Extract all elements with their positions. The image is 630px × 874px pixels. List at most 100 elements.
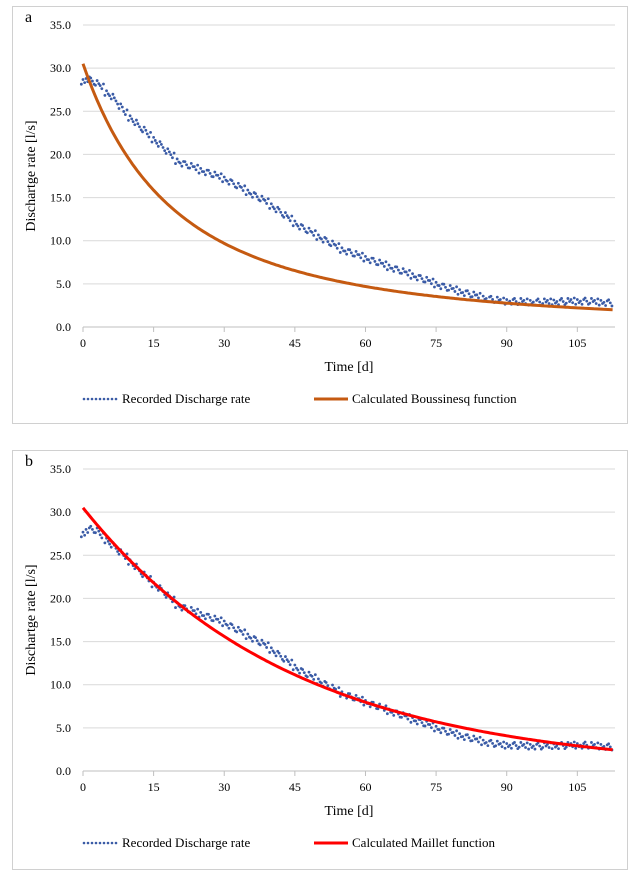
data-point xyxy=(433,729,436,733)
data-point xyxy=(472,290,476,294)
data-point xyxy=(235,186,239,190)
data-point xyxy=(466,733,469,737)
legend-swatch xyxy=(86,397,90,401)
data-point xyxy=(199,167,203,170)
data-point xyxy=(260,194,264,198)
data-point xyxy=(594,302,598,305)
data-point xyxy=(455,729,458,733)
data-point xyxy=(431,277,435,281)
data-point xyxy=(340,246,344,250)
data-point xyxy=(249,192,253,196)
y-tick-label: 20.0 xyxy=(50,591,71,605)
legend-swatch xyxy=(102,841,106,845)
data-point xyxy=(462,738,466,741)
data-point xyxy=(284,211,287,214)
data-point xyxy=(361,695,364,699)
data-point xyxy=(564,301,568,305)
data-point xyxy=(305,231,309,235)
data-point xyxy=(218,621,221,624)
data-point xyxy=(265,202,269,205)
x-axis-title: Time [d] xyxy=(325,360,374,375)
data-point xyxy=(555,300,559,303)
legend-swatch xyxy=(114,397,118,401)
y-tick-label: 35.0 xyxy=(50,18,71,32)
data-point xyxy=(236,181,240,185)
data-point xyxy=(235,630,239,634)
data-point xyxy=(574,746,578,750)
data-point xyxy=(141,130,144,134)
x-tick-label: 60 xyxy=(359,780,371,794)
data-point xyxy=(149,574,152,578)
data-point xyxy=(81,530,85,534)
data-point xyxy=(364,255,367,258)
data-point xyxy=(458,732,462,736)
data-point xyxy=(282,659,286,663)
data-point xyxy=(338,695,342,698)
data-point xyxy=(174,606,177,609)
legend-label: Calculated Boussinesq function xyxy=(352,391,517,406)
data-point xyxy=(269,202,273,206)
data-point xyxy=(290,658,294,662)
data-point xyxy=(593,743,596,746)
x-tick-label: 105 xyxy=(568,336,586,350)
data-point xyxy=(331,239,334,243)
data-point xyxy=(211,175,215,179)
legend-swatch xyxy=(98,841,102,845)
data-point xyxy=(400,271,403,275)
data-point xyxy=(406,717,410,721)
data-point xyxy=(178,161,182,165)
data-point xyxy=(213,614,217,618)
data-point xyxy=(307,670,311,674)
data-point xyxy=(434,724,438,728)
data-point xyxy=(164,595,168,599)
data-point xyxy=(277,651,281,655)
data-point xyxy=(91,528,94,531)
data-point xyxy=(528,299,532,302)
data-point xyxy=(571,301,575,305)
data-point xyxy=(423,724,427,728)
data-point xyxy=(376,263,380,267)
data-point xyxy=(133,123,137,127)
data-point xyxy=(218,177,221,180)
data-point xyxy=(320,681,323,685)
data-point xyxy=(495,739,499,743)
data-point xyxy=(194,612,198,616)
legend-swatch xyxy=(106,841,110,845)
data-point xyxy=(89,76,93,80)
series-calculated-line xyxy=(81,63,613,312)
data-point xyxy=(362,703,366,707)
data-point xyxy=(227,182,231,186)
data-point xyxy=(171,156,174,160)
data-point xyxy=(414,275,418,279)
data-point xyxy=(439,731,443,735)
data-point xyxy=(525,741,529,745)
data-point xyxy=(503,746,507,750)
data-point xyxy=(196,163,200,167)
y-axis-title: Dischartge rate [l/s] xyxy=(24,564,39,675)
data-point xyxy=(86,531,90,534)
data-point xyxy=(312,677,316,681)
data-point xyxy=(578,299,582,303)
data-point xyxy=(91,79,94,83)
data-point xyxy=(477,296,480,300)
data-point xyxy=(163,149,167,153)
data-point xyxy=(599,743,603,746)
data-point xyxy=(266,641,270,645)
data-point xyxy=(192,165,196,169)
data-point xyxy=(265,646,269,649)
data-point xyxy=(484,297,488,300)
x-tick-label: 30 xyxy=(218,780,230,794)
y-tick-label: 30.0 xyxy=(50,61,71,75)
data-point xyxy=(188,166,192,170)
data-point xyxy=(337,242,341,246)
data-point xyxy=(546,299,549,302)
data-point xyxy=(583,296,587,300)
data-point xyxy=(466,289,469,293)
data-point xyxy=(428,279,432,282)
data-point xyxy=(254,192,257,196)
data-point xyxy=(384,704,388,708)
data-point xyxy=(128,114,132,118)
data-point xyxy=(241,189,245,192)
data-point xyxy=(301,224,305,227)
data-point xyxy=(320,237,323,241)
